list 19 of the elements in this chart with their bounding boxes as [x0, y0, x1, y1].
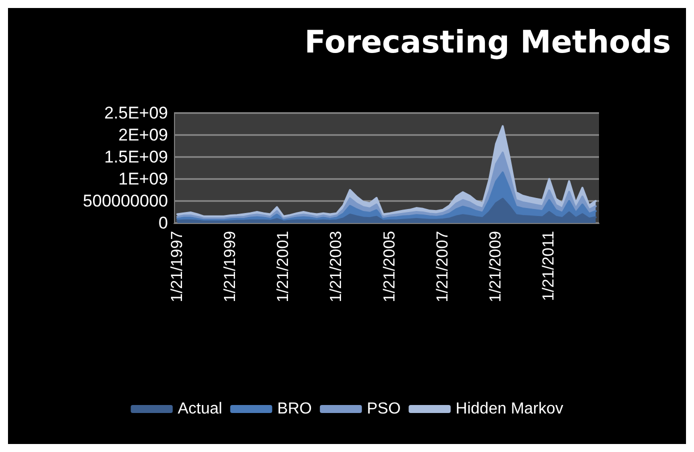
y-tick-label: 2.5E+09: [104, 104, 168, 122]
y-tick-label: 2E+09: [118, 126, 168, 144]
chart-title: Forecasting Methods: [304, 24, 672, 60]
y-tick-label: 1.5E+09: [104, 148, 168, 166]
x-tick-label: 1/21/1997: [168, 230, 186, 302]
legend-label: Actual: [178, 400, 222, 418]
x-tick-label: 1/21/1999: [222, 230, 239, 302]
x-tick-label: 1/21/2005: [381, 230, 398, 302]
legend-label: BRO: [277, 400, 312, 418]
x-tick-label: 1/21/2003: [328, 230, 346, 302]
x-tick-label: 1/21/2011: [540, 230, 558, 301]
legend-label: PSO: [366, 400, 401, 418]
x-tick-label: 1/21/2001: [275, 230, 292, 302]
y-tick-label: 1E+09: [118, 170, 168, 188]
x-tick-label: 1/21/2007: [434, 230, 452, 302]
y-tick-label: 0: [158, 214, 168, 232]
y-tick-label: 500000000: [82, 192, 168, 210]
legend-label: Hidden Markov: [456, 400, 564, 418]
x-tick-label: 1/21/2009: [488, 230, 505, 302]
